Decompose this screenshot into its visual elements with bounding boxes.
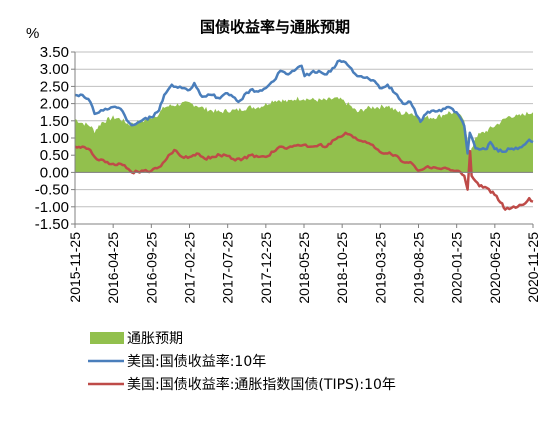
area-series-inflation-expectation <box>75 96 533 173</box>
x-tick-label: 2017-12-25 <box>258 232 274 304</box>
y-tick-label: 3.00 <box>40 61 69 78</box>
y-tick-label: -0.50 <box>35 182 69 199</box>
y-tick-label: 2.50 <box>40 78 69 95</box>
y-axis-unit: % <box>26 25 39 42</box>
y-tick-label: 1.00 <box>40 130 69 147</box>
legend-label: 美国:国债收益率:10年 <box>127 353 266 370</box>
x-tick-label: 2020-06-25 <box>487 232 503 304</box>
y-tick-label: 0.50 <box>40 147 69 164</box>
x-tick-label: 2016-04-25 <box>105 232 121 304</box>
x-tick-label: 2017-07-25 <box>220 232 236 304</box>
x-tick-label: 2017-02-25 <box>182 232 198 304</box>
y-tick-label: -1.50 <box>35 216 69 233</box>
x-tick-label: 2019-03-25 <box>372 232 388 304</box>
x-tick-label: 2019-08-25 <box>411 232 427 304</box>
x-tick-label: 2020-01-25 <box>449 232 465 304</box>
legend-label: 通胀预期 <box>127 331 183 347</box>
x-tick-label: 2018-05-25 <box>296 232 312 304</box>
y-tick-label: 3.50 <box>40 44 69 61</box>
x-tick-label: 2016-09-25 <box>143 232 159 304</box>
legend-label: 美国:国债收益率:通胀指数国债(TIPS):10年 <box>127 376 396 393</box>
x-tick-label: 2020-11-25 <box>525 232 541 303</box>
chart-title: 国债收益率与通胀预期 <box>200 18 350 36</box>
y-tick-label: 2.00 <box>40 96 69 113</box>
y-tick-label: -1.00 <box>35 199 69 216</box>
y-tick-label: 1.50 <box>40 113 69 130</box>
legend-swatch-inflation-expectation <box>90 332 124 344</box>
line-series-treasury-10y <box>74 59 534 155</box>
x-tick-label: 2018-10-25 <box>334 232 350 304</box>
x-tick-label: 2015-11-25 <box>67 232 83 303</box>
y-tick-label: 0.00 <box>40 164 69 181</box>
